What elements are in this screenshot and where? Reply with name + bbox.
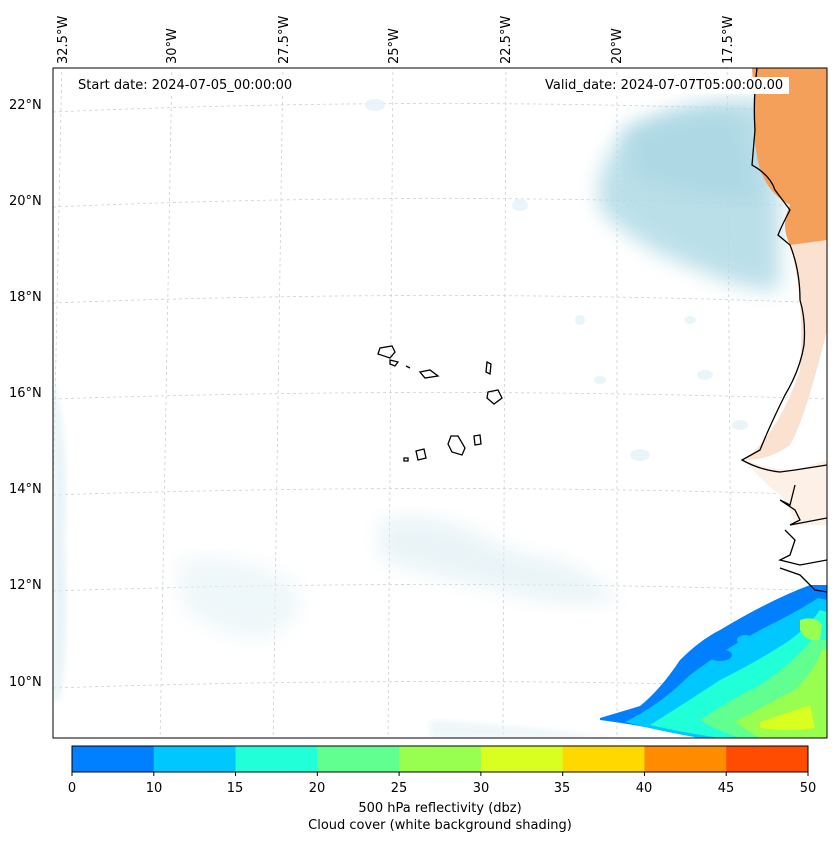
colorbar-frame <box>71 745 809 773</box>
colorbar-tick-label: 15 <box>226 781 244 796</box>
colorbar-swatch <box>480 746 564 772</box>
valid-date-label: Valid_date: 2024-07-07T05:00:00.00 <box>539 77 790 94</box>
start-date-label: Start date: 2024-07-05_00:00:00 <box>72 77 299 94</box>
colorbar-tick-label: 10 <box>145 781 163 796</box>
colorbar-swatch <box>644 746 727 772</box>
colorbar-swatch <box>399 746 482 772</box>
cloud-cover-shading <box>53 99 780 738</box>
colorbar-tick-label: 25 <box>390 781 408 796</box>
lat-label: 20°N <box>9 194 42 209</box>
colorbar-sublabel: Cloud cover (white background shading) <box>308 818 572 833</box>
colorbar-tick-label: 45 <box>717 781 735 796</box>
lon-label: 22.5°W <box>499 15 514 64</box>
colorbar-swatch <box>726 746 809 772</box>
lat-label: 12°N <box>9 578 42 593</box>
lon-label: 30°W <box>165 28 180 64</box>
colorbar <box>72 746 809 772</box>
colorbar-tick-label: 0 <box>67 781 77 796</box>
colorbar-label: 500 hPa reflectivity (dbz) <box>358 801 522 816</box>
colorbar-tick-label: 35 <box>553 781 571 796</box>
lat-label: 16°N <box>9 386 42 401</box>
lat-label: 18°N <box>9 290 42 305</box>
lon-label: 27.5°W <box>277 15 292 64</box>
colorbar-tick-label: 20 <box>308 781 326 796</box>
colorbar-swatch <box>317 746 400 772</box>
lat-label: 14°N <box>9 482 42 497</box>
lon-label: 32.5°W <box>56 15 71 64</box>
reflectivity-contours <box>600 585 827 738</box>
lon-label: 25°W <box>387 28 402 64</box>
colorbar-tick-label: 50 <box>799 781 817 796</box>
colorbar-swatch <box>235 746 318 772</box>
lon-label: 20°W <box>610 28 625 64</box>
colorbar-swatch <box>153 746 237 772</box>
colorbar-tick-label: 40 <box>635 781 653 796</box>
land-shading <box>745 68 827 525</box>
lat-label: 22°N <box>9 98 42 113</box>
lon-label: 17.5°W <box>721 15 736 64</box>
coastline <box>377 68 827 593</box>
colorbar-swatch <box>72 746 155 772</box>
colorbar-tick-marks <box>71 772 809 776</box>
lat-label: 10°N <box>9 675 42 690</box>
colorbar-tick-label: 30 <box>472 781 490 796</box>
map-frame <box>52 67 828 739</box>
colorbar-swatch <box>562 746 645 772</box>
